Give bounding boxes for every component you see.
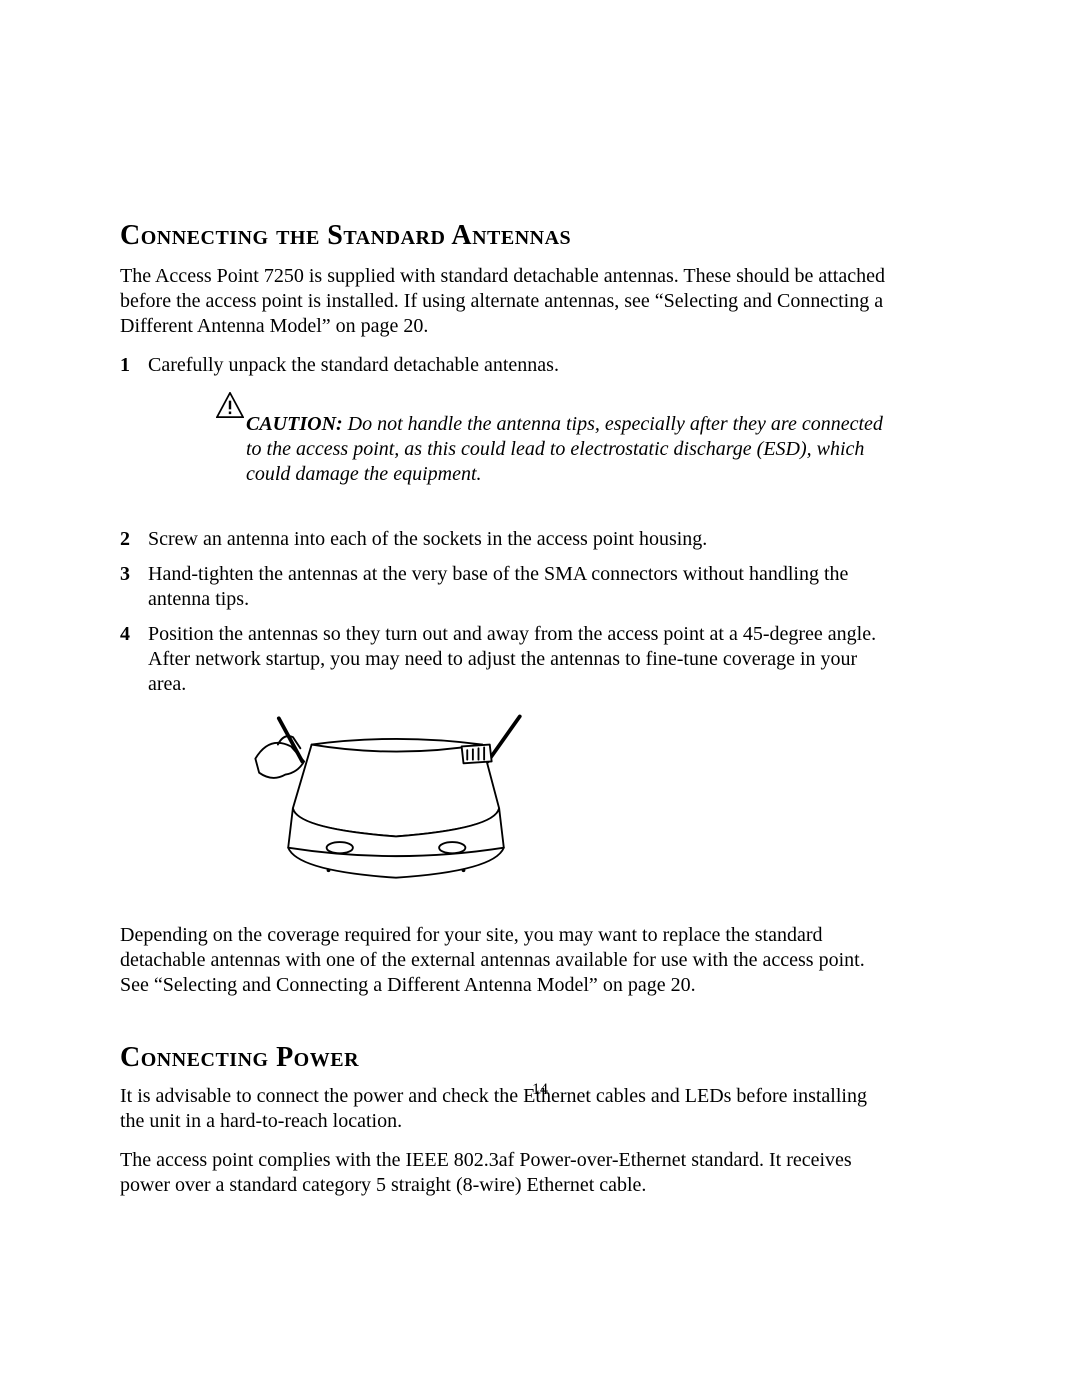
list-item: 1 Carefully unpack the standard detachab… (120, 353, 894, 378)
after-figure-paragraph: Depending on the coverage required for y… (120, 923, 894, 998)
steps-list-b: 2 Screw an antenna into each of the sock… (120, 527, 894, 697)
intro-paragraph: The Access Point 7250 is supplied with s… (120, 264, 894, 339)
caution-text: CAUTION: Do not handle the antenna tips,… (246, 412, 894, 487)
step-number: 3 (120, 562, 148, 612)
list-item: 4 Position the antennas so they turn out… (120, 622, 894, 697)
step-text: Screw an antenna into each of the socket… (148, 527, 894, 552)
step-text: Position the antennas so they turn out a… (148, 622, 894, 697)
power-paragraph-2: The access point complies with the IEEE … (120, 1148, 894, 1198)
caution-block: CAUTION: Do not handle the antenna tips,… (120, 392, 894, 507)
step-number: 2 (120, 527, 148, 552)
step-text: Carefully unpack the standard detachable… (148, 353, 894, 378)
document-page: Connecting the Standard Antennas The Acc… (0, 0, 1080, 1397)
step-number: 1 (120, 353, 148, 378)
page-number: 14 (0, 1081, 1080, 1099)
section-heading-power: Connecting Power (120, 1042, 894, 1074)
warning-triangle-icon (216, 392, 246, 423)
step-text: Hand-tighten the antennas at the very ba… (148, 562, 894, 612)
list-item: 2 Screw an antenna into each of the sock… (120, 527, 894, 552)
step-number: 4 (120, 622, 148, 697)
access-point-illustration (246, 707, 894, 909)
steps-list-a: 1 Carefully unpack the standard detachab… (120, 353, 894, 378)
caution-label: CAUTION: (246, 413, 343, 435)
section-heading-antennas: Connecting the Standard Antennas (120, 220, 894, 252)
list-item: 3 Hand-tighten the antennas at the very … (120, 562, 894, 612)
